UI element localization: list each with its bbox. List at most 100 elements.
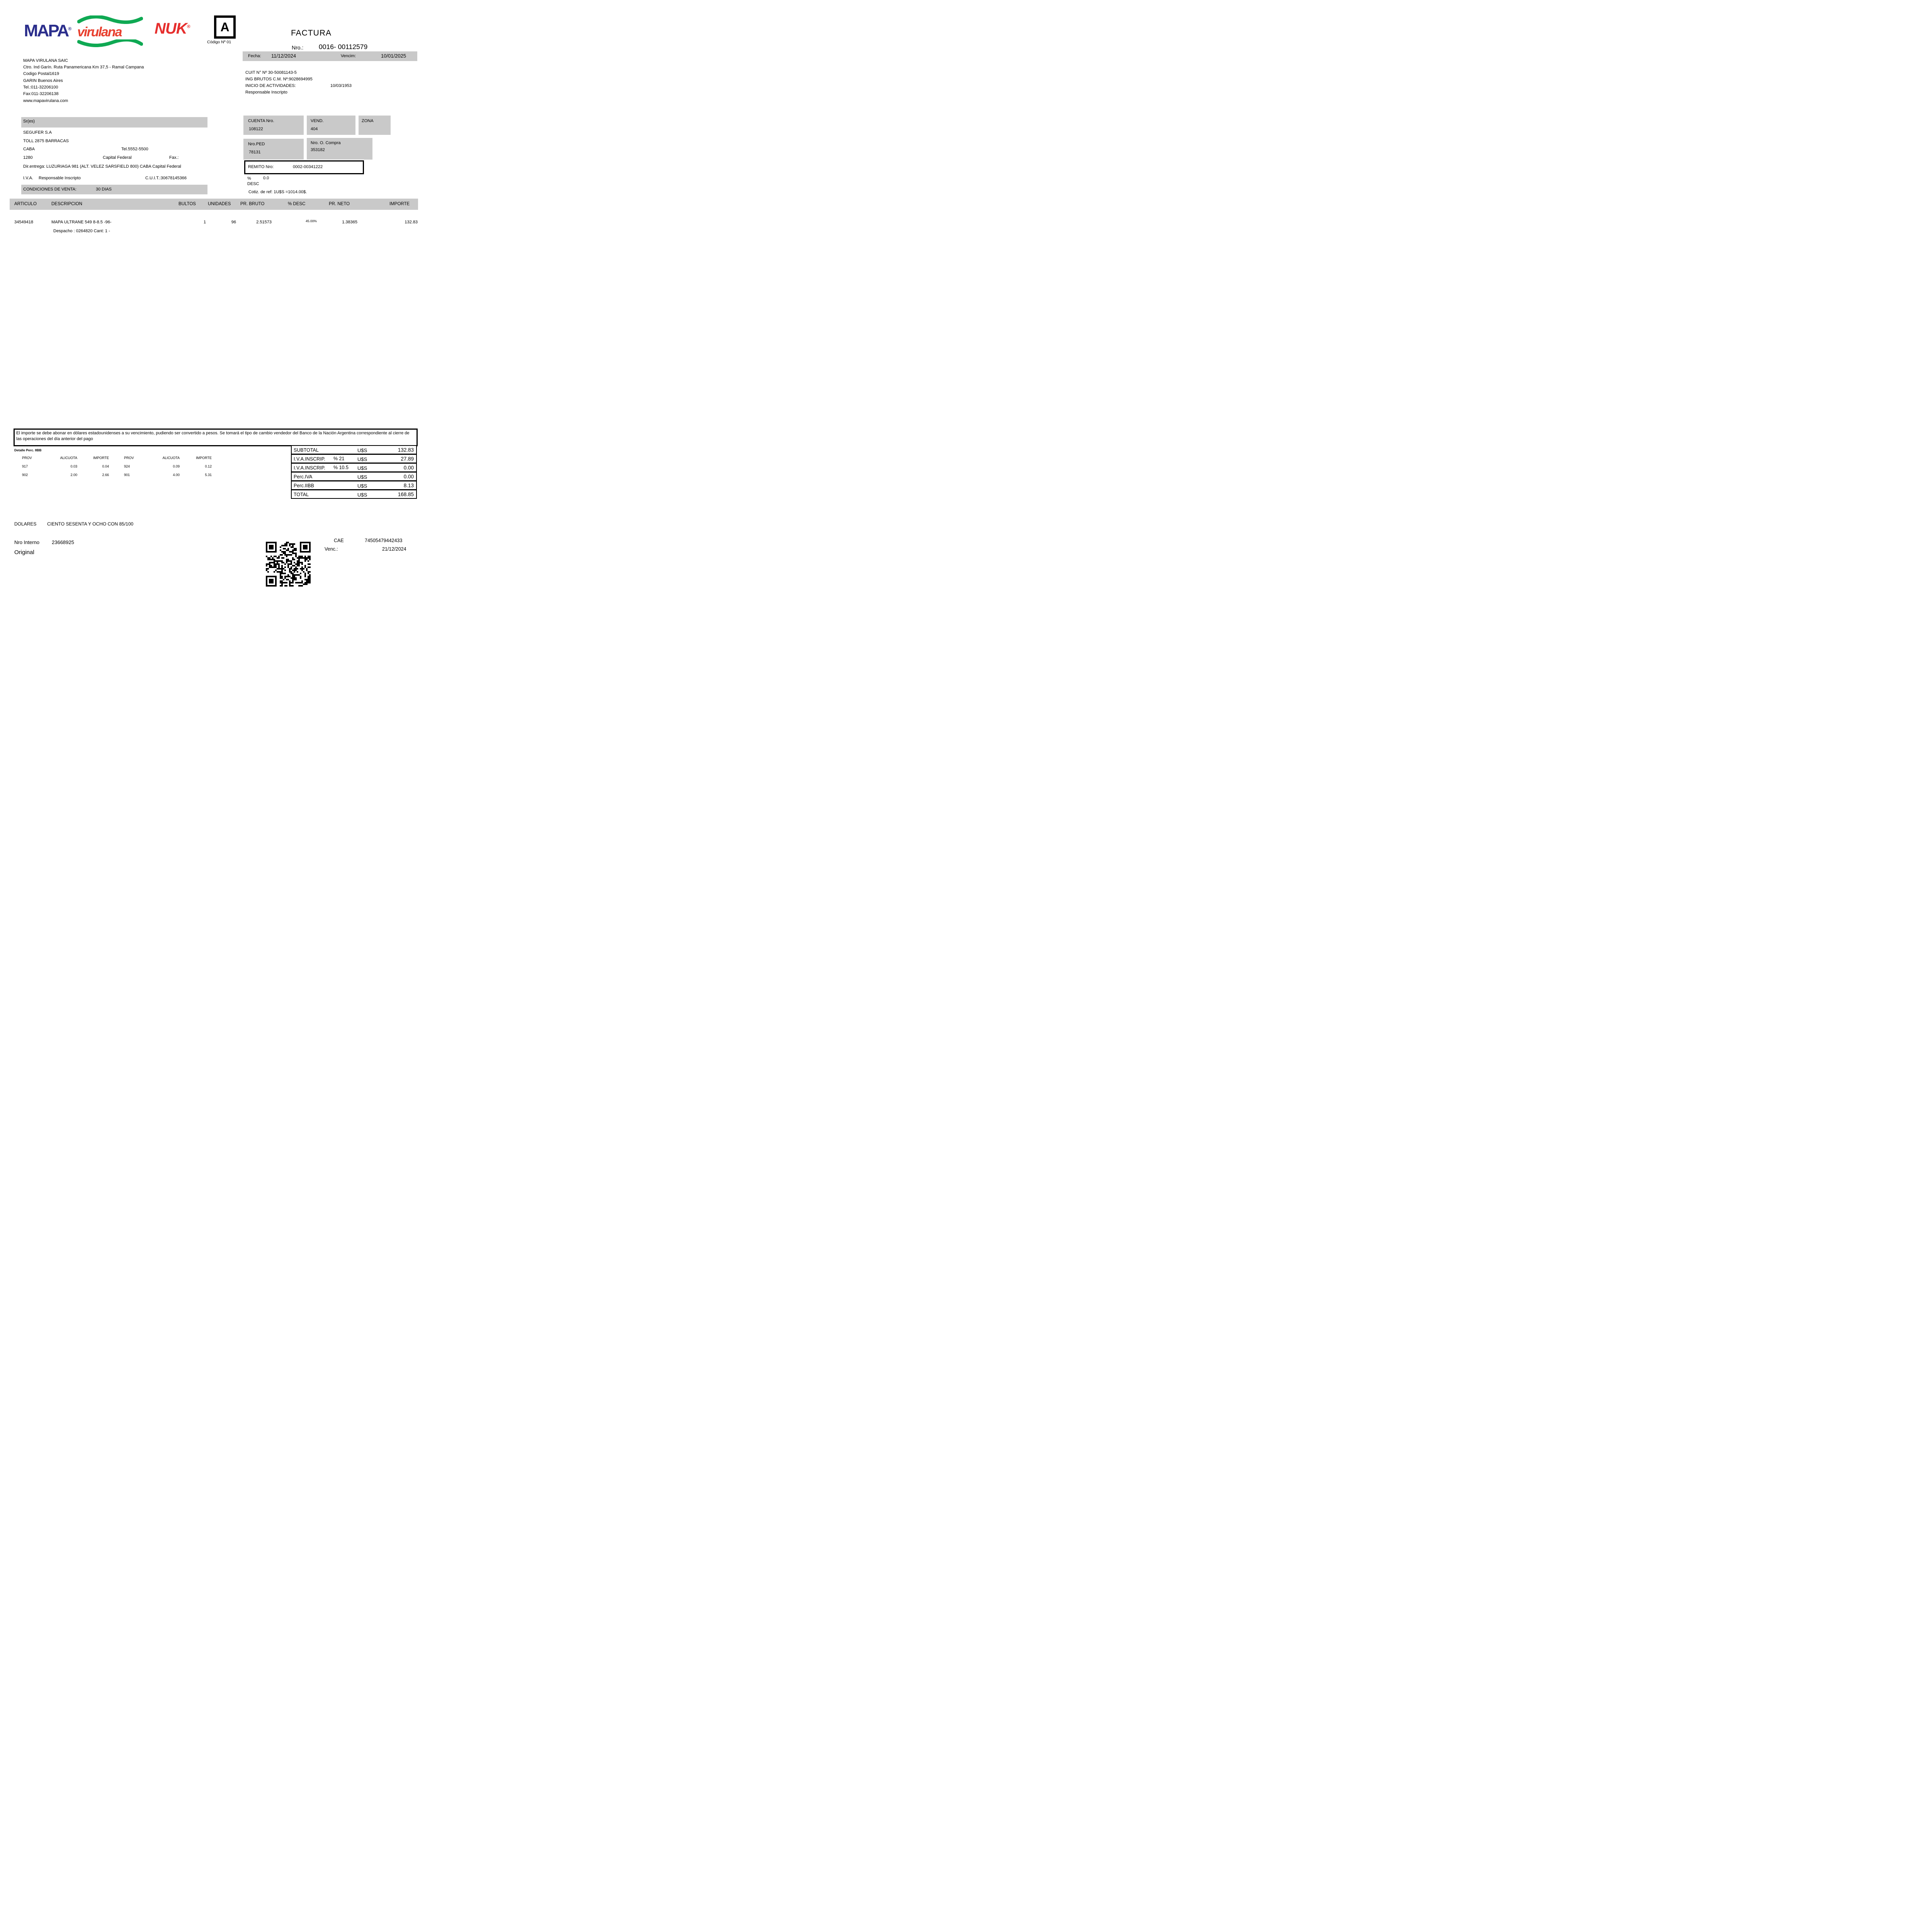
item-desc-pct: 45.00% — [306, 219, 317, 223]
perc-r1-prov1: 917 — [22, 464, 28, 468]
customer-name: SEGUFER S.A — [23, 130, 52, 135]
company-website: www.mapavirulana.com — [23, 99, 68, 103]
customer-province: Capital Federal — [103, 155, 132, 160]
perc-iibb-title: Detalle Perc. IIBB — [14, 448, 42, 452]
item-pr-neto: 1.38365 — [342, 220, 357, 224]
iva105-currency: U$S — [357, 465, 367, 471]
total-row-perc-iibb: Perc.IIBB U$S 8.13 — [291, 481, 417, 490]
desc-pct-value: 0.0 — [263, 176, 269, 180]
company-ing-brutos: ING BRUTOS C.M. Nº:9028694995 — [245, 77, 313, 82]
item-bultos: 1 — [203, 220, 206, 224]
item-descripcion: MAPA ULTRANE 549 8-8.5 -96- — [51, 220, 112, 224]
iva21-pct: % 21 — [333, 456, 345, 461]
total-row-perc-iva: Perc.IVA U$S 0.00 — [291, 472, 417, 481]
payment-note: El importe se debe abonar en dólares est… — [14, 429, 418, 446]
sres-bar — [21, 117, 207, 128]
mapa-logo: MAPA® — [24, 21, 70, 41]
vend-label: VEND. — [311, 119, 324, 123]
total-currency: U$S — [357, 492, 367, 498]
col-desc: % DESC — [288, 202, 306, 206]
vend-value: 404 — [311, 127, 318, 131]
perc-r2-prov1: 902 — [22, 473, 28, 477]
col-descripcion: DESCRIPCION — [51, 202, 82, 206]
cuenta-box — [243, 116, 304, 135]
desc-label: DESC — [247, 182, 259, 186]
customer-street: TOLL 2875 BARRACAS — [23, 139, 69, 143]
perc-r2-importe1: 2.66 — [102, 473, 109, 477]
oc-value: 353182 — [311, 148, 325, 152]
perc-h-prov1: PROV — [22, 456, 32, 460]
total-label: TOTAL — [294, 492, 309, 497]
perc-iibb-label: Perc.IIBB — [294, 483, 314, 488]
nro-interno-label: Nro Interno — [14, 539, 40, 545]
remito-box — [244, 160, 364, 174]
date-bar — [243, 51, 417, 61]
cae-label: CAE — [334, 538, 344, 543]
ped-label: Nro.PED — [248, 142, 265, 146]
virulana-logo: virulana — [77, 15, 143, 47]
customer-iva-value: Responsable Inscripto — [39, 176, 81, 180]
cuenta-label: CUENTA Nro. — [248, 119, 274, 123]
ped-box — [243, 139, 304, 160]
perc-r1-importe1: 0.04 — [102, 464, 109, 468]
subtotal-label: SUBTOTAL — [294, 447, 319, 453]
customer-fax-label: Fax.: — [169, 155, 179, 160]
customer-delivery: Dir.entrega: LUZURIAGA 981 (ALT. VELEZ S… — [23, 164, 181, 169]
desc-pct-label: % — [247, 176, 251, 181]
invoice-letter-code: Código Nº 01 — [207, 40, 231, 44]
virulana-wave-top-icon — [77, 15, 143, 24]
perc-r1-importe2: 0.12 — [205, 464, 212, 468]
company-tel: Tel.:011-32206100 — [23, 85, 58, 90]
vencim-value: 10/01/2025 — [381, 53, 406, 59]
perc-iva-currency: U$S — [357, 474, 367, 480]
vend-box — [307, 116, 355, 135]
oc-box — [307, 138, 372, 160]
perc-r1-prov2: 924 — [124, 464, 130, 468]
zona-label: ZONA — [362, 119, 374, 123]
customer-iva-label: I.V.A. — [23, 176, 33, 180]
perc-iva-label: Perc.IVA — [294, 474, 313, 480]
item-detail: Despacho : 0264820 Cant: 1 - — [53, 229, 110, 233]
company-fax: Fax:011-32206138 — [23, 92, 59, 96]
nuk-logo: NUK® — [155, 20, 190, 37]
iva21-value: 27.89 — [401, 456, 414, 462]
perc-h-importe2: IMPORTE — [196, 456, 212, 460]
invoice-page: MAPA® virulana NUK® A Código Nº 01 FACTU… — [0, 0, 425, 602]
item-articulo: 34549418 — [14, 220, 33, 224]
col-pr-neto: PR. NETO — [329, 202, 350, 206]
perc-r2-importe2: 5.31 — [205, 473, 212, 477]
perc-h-importe1: IMPORTE — [93, 456, 109, 460]
condiciones-label: CONDICIONES DE VENTA: — [23, 187, 77, 192]
mapa-registered-icon: ® — [68, 26, 71, 32]
invoice-number-label: Nro.: — [292, 44, 304, 51]
company-inicio-label: INICIO DE ACTIVIDADES: — [245, 83, 296, 88]
perc-iibb-currency: U$S — [357, 483, 367, 489]
perc-r2-prov2: 901 — [124, 473, 130, 477]
total-row-iva105: I.V.A.INSCRIP. % 10.5 U$S 0.00 — [291, 463, 417, 472]
customer-cuit: C.U.I.T.:30678145366 — [145, 176, 187, 180]
customer-tel: Tel.5552-5500 — [121, 147, 148, 151]
total-row-total: TOTAL U$S 168.85 — [291, 490, 417, 499]
company-city: GARIN Buenos Aires — [23, 78, 63, 83]
iva105-pct: % 10.5 — [333, 465, 349, 470]
col-importe: IMPORTE — [389, 202, 410, 206]
perc-h-alicuota2: ALICUOTA — [162, 456, 180, 460]
subtotal-currency: U$S — [357, 447, 367, 453]
condiciones-bar — [21, 185, 207, 194]
iva105-label: I.V.A.INSCRIP. — [294, 465, 325, 471]
company-cuit: CUIT N° Nº 30-50081143-5 — [245, 70, 297, 75]
amount-words-label: DOLARES — [14, 521, 37, 527]
company-postal: Codigo Postal1619 — [23, 71, 59, 76]
item-pr-bruto: 2.51573 — [256, 220, 272, 224]
nuk-logo-text: NUK — [155, 20, 187, 37]
col-pr-bruto: PR. BRUTO — [240, 202, 265, 206]
cuenta-value: 108122 — [249, 127, 263, 131]
item-importe: 132.83 — [405, 220, 418, 224]
copy-type: Original — [14, 549, 34, 556]
item-unidades: 96 — [231, 220, 236, 224]
condiciones-value: 30 DIAS — [96, 187, 112, 192]
nuk-registered-icon: ® — [187, 24, 190, 29]
virulana-logo-text: virulana — [77, 25, 122, 39]
company-address: Ctro. Ind Garín. Ruta Panamericana Km 37… — [23, 65, 144, 70]
vencim-label: Vencim: — [341, 54, 356, 58]
